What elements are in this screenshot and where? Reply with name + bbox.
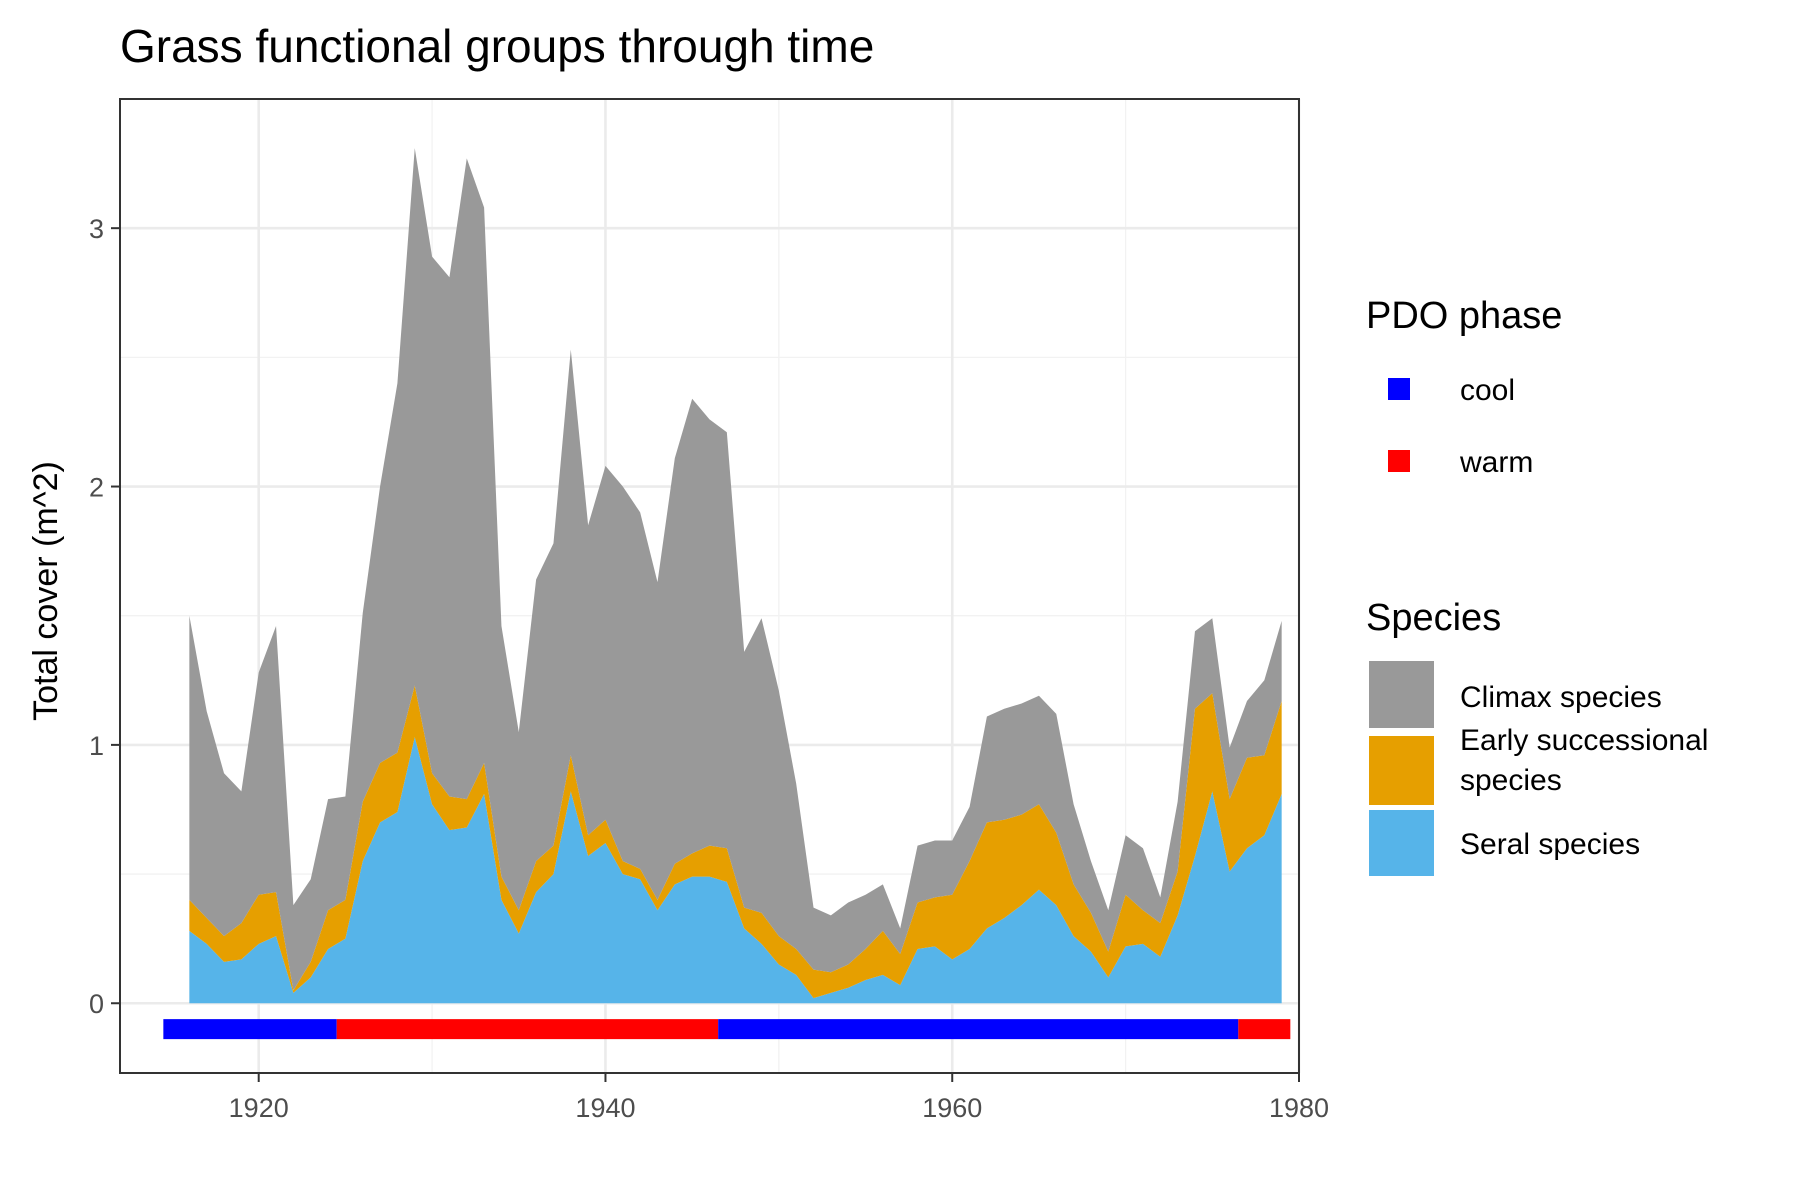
legend-key-early-successional [1369,736,1434,805]
legend-label-cool: cool [1460,374,1515,407]
legend-key-cool [1388,378,1410,400]
y-tick-label: 2 [89,473,104,503]
y-tick-label: 0 [89,989,104,1019]
legend-label-early-successional: Early successional [1460,724,1708,757]
area-seral-species [189,737,1282,1004]
legend-label-warm: warm [1459,446,1533,479]
legend-key-warm [1388,450,1410,472]
area-climax-species [189,148,1282,991]
legend-label-seral-species: Seral species [1460,828,1640,861]
y-tick-label: 3 [89,214,104,244]
y-tick-label: 1 [89,731,104,761]
panel-border [119,98,1300,1074]
legend-key-seral-species [1369,810,1434,876]
plot-panel: 1920 1940 1960 1980 0 1 2 3 [89,98,1329,1123]
y-axis-title: Total cover (m^2) [27,461,65,721]
chart-title: Grass functional groups through time [120,20,874,72]
legend: PDO phase cool warm Species Climax species Ea… [1366,295,1708,876]
legend-label-early-successional-line2: species [1460,764,1562,797]
x-tick-label: 1920 [229,1093,289,1123]
x-tick-label: 1940 [575,1093,635,1123]
x-tick-label: 1960 [922,1093,982,1123]
x-tick-label: 1980 [1269,1093,1329,1123]
legend-key-climax-species [1369,661,1434,728]
legend-title-pdo: PDO phase [1366,295,1562,337]
legend-label-climax-species: Climax species [1460,681,1662,714]
legend-title-species: Species [1366,597,1501,639]
